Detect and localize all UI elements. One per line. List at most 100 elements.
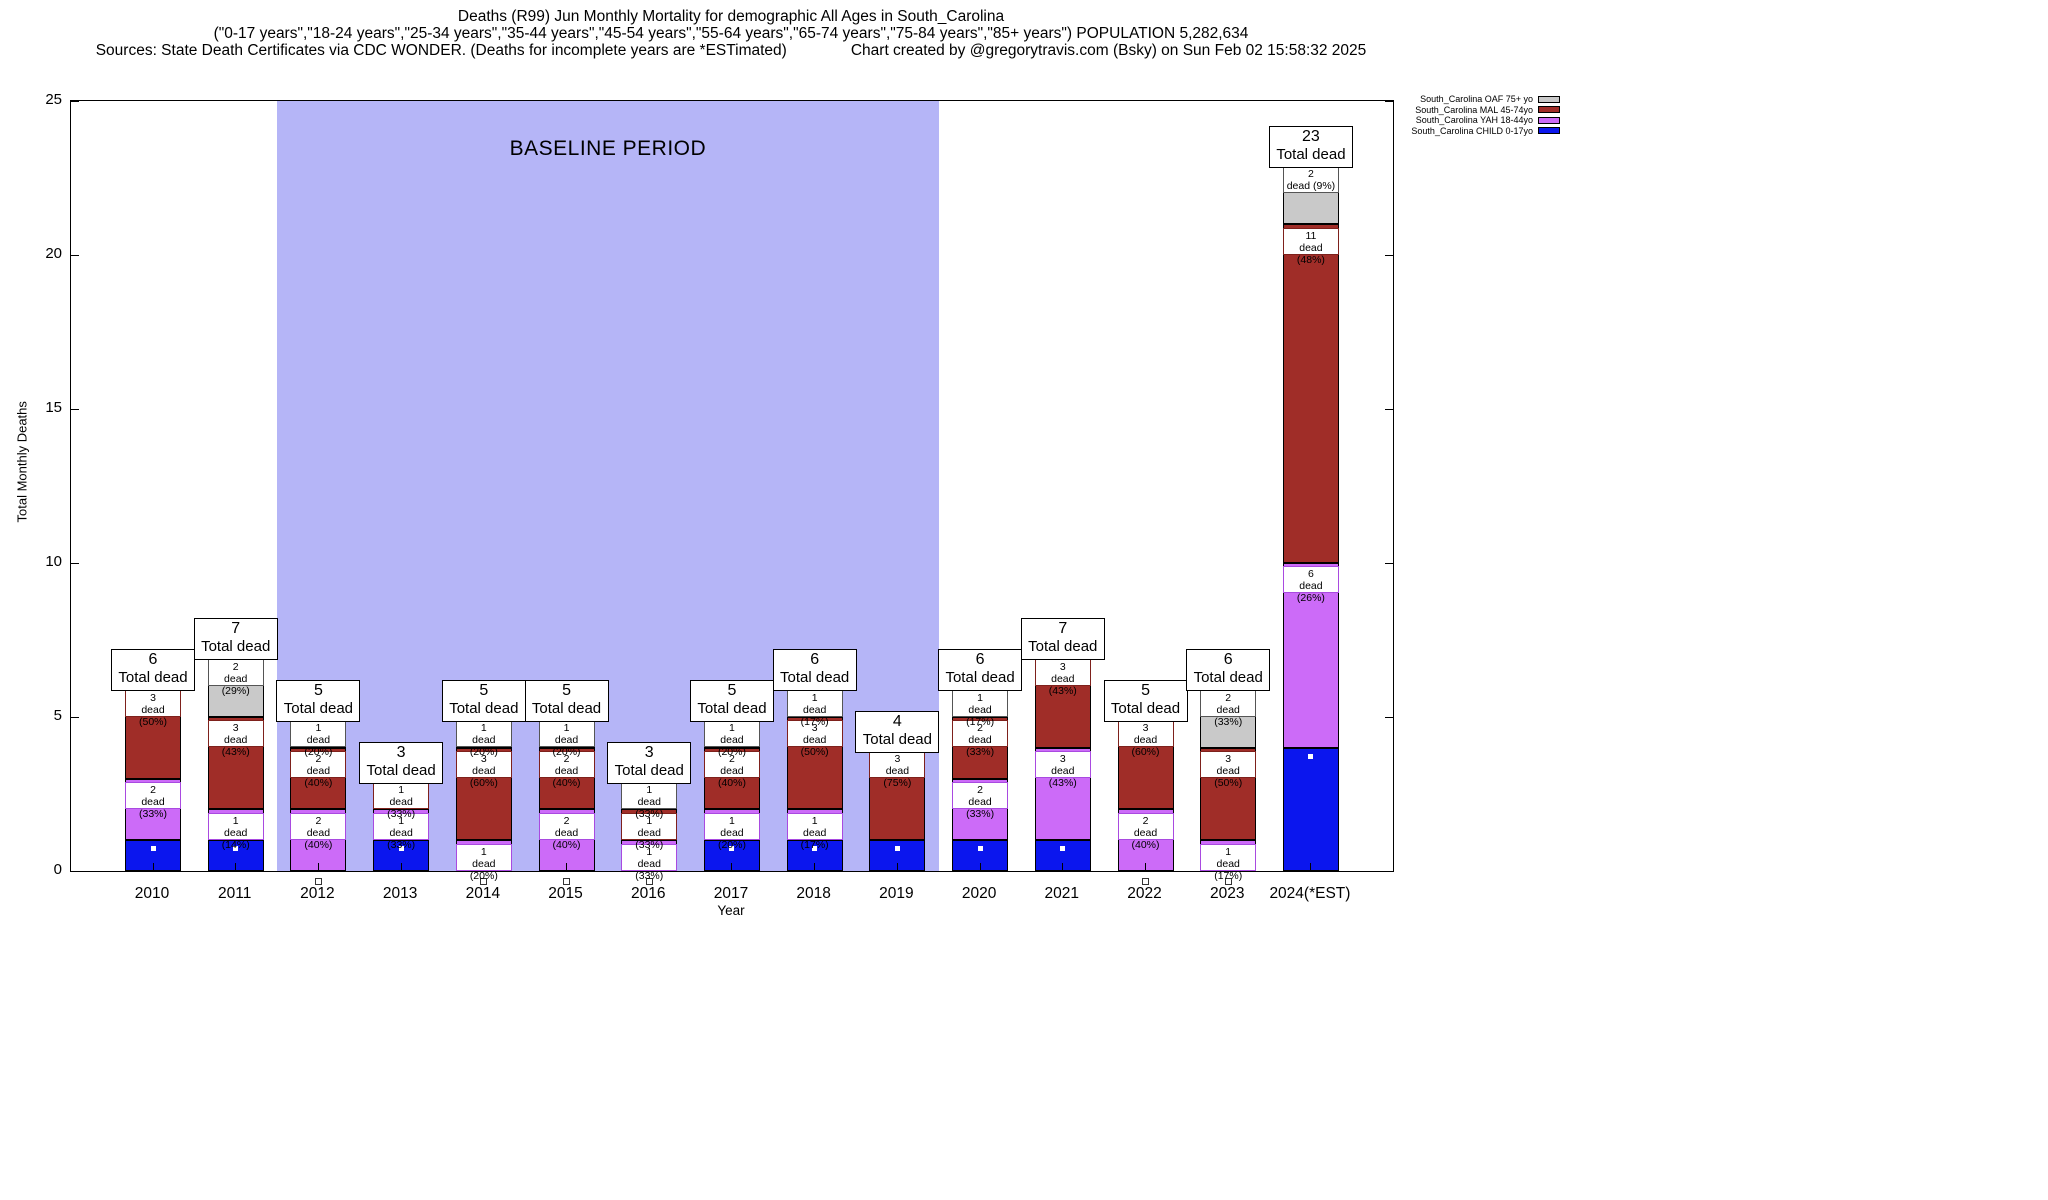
segment-label-2017-oaf: 1 dead (20%) (703, 720, 760, 758)
total-count: 5 (562, 682, 571, 699)
segment-label-2020-yah: 2 dead (33%) (952, 782, 1009, 820)
segment-desc: dead (17%) (800, 826, 829, 851)
segment-count: 1 (811, 691, 818, 704)
total-count: 3 (396, 743, 406, 761)
segment-label-2014-yah: 1 dead (20%) (455, 843, 512, 882)
x-tick-label: 2016 (631, 885, 666, 902)
segment-count: 1 (729, 722, 735, 735)
segment-label-2020-mal: 2 dead (33%) (952, 720, 1009, 758)
segment-desc: dead (48%) (1296, 241, 1325, 266)
bar-segment-2024(*EST)-mal (1282, 224, 1339, 563)
segment-desc: dead (20%) (717, 734, 746, 759)
total-dead-label-2014: 5 Total dead (441, 680, 526, 722)
x-tick-label: 2013 (382, 885, 418, 902)
segment-desc: dead (20%) (304, 734, 333, 759)
segment-count: 1 (232, 814, 239, 827)
x-tick-label: 2011 (218, 885, 252, 902)
segment-count: 2 (729, 753, 735, 766)
bar-segment-2024(*EST)-child (1282, 747, 1339, 871)
segment-desc: dead (33%) (966, 734, 995, 759)
x-tick-label: 2017 (713, 885, 749, 902)
total-suffix: Total dead (614, 761, 684, 779)
segment-label-2015-mal: 2 dead (40%) (538, 751, 595, 789)
segment-label-2011-mal: 3 dead (43%) (207, 720, 264, 758)
total-dead-label-2022: 5 Total dead (1103, 680, 1188, 722)
child-point-marker (729, 846, 735, 852)
segment-desc: dead (75%) (883, 765, 912, 790)
total-suffix: Total dead (780, 669, 850, 687)
segment-count: 2 (315, 814, 322, 827)
segment-label-2014-oaf: 1 dead (20%) (455, 720, 512, 758)
chart-header: Deaths (R99) Jun Monthly Mortality for d… (70, 8, 1392, 59)
segment-count: 1 (646, 784, 653, 797)
x-tick-label: 2014 (465, 885, 501, 902)
total-count: 7 (231, 620, 241, 638)
child-zero-marker (480, 878, 488, 885)
legend-item: South_Carolina YAH 18-44yo (1396, 115, 1560, 126)
segment-label-2015-oaf: 1 dead (20%) (538, 720, 595, 758)
segment-desc: dead (40%) (552, 765, 581, 790)
child-point-marker (894, 846, 900, 852)
segment-count: 1 (315, 722, 322, 735)
child-point-marker (1308, 753, 1314, 759)
y-tick-mark (71, 254, 79, 256)
segment-desc: dead (50%) (138, 703, 167, 728)
x-tick-label: 2021 (1044, 885, 1080, 902)
y-tick-mark (71, 100, 79, 102)
y-tick-mark (71, 716, 79, 718)
segment-label-2015-yah: 2 dead (40%) (538, 812, 595, 851)
segment-count: 2 (232, 660, 239, 673)
segment-desc: dead (40%) (304, 826, 333, 851)
segment-label-2010-yah: 2 dead (33%) (125, 782, 181, 820)
x-tick-mark (400, 863, 402, 871)
total-count: 5 (727, 682, 737, 699)
y-tick-label: 0 (53, 861, 62, 878)
y-tick-mark (1385, 562, 1393, 564)
y-tick-label: 25 (45, 91, 62, 108)
segment-desc: dead (50%) (800, 734, 829, 759)
total-suffix: Total dead (531, 700, 602, 717)
bar-segment-2020-child (952, 840, 1009, 871)
segment-desc: dead (20%) (469, 857, 498, 882)
segment-count: 3 (1059, 753, 1066, 766)
segment-label-2024(*EST)-oaf: 2 dead (9%) (1282, 166, 1339, 194)
x-tick-label: 2012 (300, 885, 335, 902)
total-suffix: Total dead (366, 761, 436, 779)
segment-desc: dead (40%) (717, 765, 746, 790)
chart-title: Deaths (R99) Jun Monthly Mortality for d… (457, 8, 1005, 25)
total-dead-label-2018: 6 Total dead (772, 649, 857, 692)
y-tick-mark (1385, 716, 1393, 718)
total-dead-label-2023: 6 Total dead (1186, 649, 1271, 692)
x-tick-label: 2018 (796, 885, 831, 902)
segment-count: 3 (811, 722, 818, 735)
x-tick-label: 2023 (1209, 885, 1245, 902)
segment-desc: dead (33%) (635, 857, 664, 882)
segment-count: 2 (1142, 814, 1149, 827)
segment-desc: dead (33%) (966, 796, 995, 821)
total-dead-label-2016: 3 Total dead (607, 741, 692, 784)
segment-label-2024(*EST)-yah: 6 dead (26%) (1282, 566, 1339, 604)
segment-label-2023-mal: 3 dead (50%) (1200, 751, 1257, 789)
y-tick-mark (1385, 870, 1393, 872)
segment-label-2016-oaf: 1 dead (33%) (621, 782, 678, 820)
x-tick-label: 2019 (879, 885, 914, 902)
segment-count: 3 (894, 753, 901, 766)
y-tick-label: 20 (45, 245, 62, 262)
segment-count: 1 (480, 845, 487, 858)
segment-desc: dead (33%) (387, 796, 416, 821)
segment-label-2012-oaf: 1 dead (20%) (290, 720, 347, 758)
total-suffix: Total dead (283, 700, 354, 717)
segment-desc: dead (20%) (552, 734, 581, 759)
y-tick-label: 15 (45, 399, 62, 416)
segment-count: 1 (811, 814, 818, 827)
segment-desc: dead (9%) (1286, 180, 1336, 193)
child-zero-marker (1224, 878, 1232, 885)
x-tick-mark (1310, 863, 1312, 871)
total-suffix: Total dead (1276, 145, 1346, 163)
legend-label: South_Carolina OAF 75+ yo (1420, 94, 1533, 104)
segment-count: 2 (563, 814, 570, 827)
total-suffix: Total dead (862, 730, 932, 748)
legend-label: South_Carolina MAL 45-74yo (1415, 104, 1533, 115)
